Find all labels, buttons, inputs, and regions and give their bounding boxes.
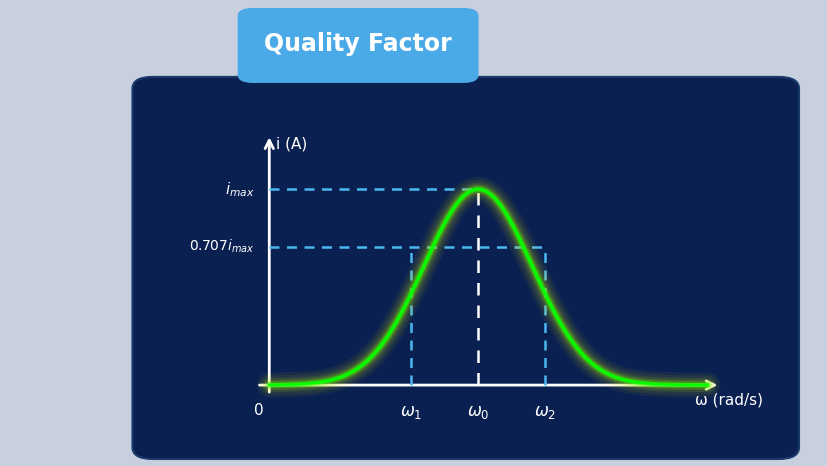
Text: Quality Factor: Quality Factor bbox=[264, 32, 451, 56]
FancyBboxPatch shape bbox=[237, 8, 478, 83]
Text: i (A): i (A) bbox=[275, 137, 307, 151]
Text: 0: 0 bbox=[254, 403, 263, 418]
Text: $\omega_1$: $\omega_1$ bbox=[399, 403, 422, 421]
Text: ω (rad/s): ω (rad/s) bbox=[694, 393, 762, 408]
Text: $\omega_0$: $\omega_0$ bbox=[466, 403, 489, 421]
Text: $\omega_2$: $\omega_2$ bbox=[533, 403, 555, 421]
Text: $0.707i_{max}$: $0.707i_{max}$ bbox=[189, 238, 255, 255]
Text: $i_{max}$: $i_{max}$ bbox=[225, 180, 255, 199]
FancyBboxPatch shape bbox=[132, 77, 798, 459]
